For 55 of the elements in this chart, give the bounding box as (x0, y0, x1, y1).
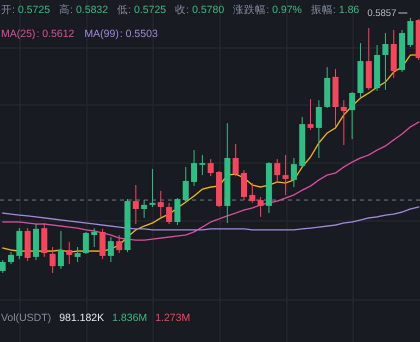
candlestick (208, 158, 214, 177)
candlestick (407, 18, 414, 48)
candlestick (282, 154, 289, 196)
candlestick (191, 150, 198, 187)
candlestick (249, 182, 256, 204)
candlestick (258, 196, 264, 218)
text: 低: (117, 4, 132, 16)
text: 0.5725 (18, 4, 50, 16)
candlestick (116, 234, 122, 254)
candlestick (100, 228, 106, 260)
annotation: 0.5857 (367, 8, 396, 19)
candlestick (382, 32, 388, 90)
text: 振幅: (310, 4, 336, 16)
candlestick (274, 158, 280, 182)
candlestick (108, 236, 114, 263)
candlestick (141, 200, 148, 218)
candlestick (0, 259, 6, 274)
text: 1.836M (112, 312, 148, 324)
candlestick (340, 100, 347, 146)
candlestick (132, 184, 139, 225)
text: Vol(USDT) (1, 312, 52, 324)
candlestick (166, 202, 172, 225)
candlestick (74, 246, 81, 263)
candlestick (308, 98, 314, 130)
candlestick (174, 198, 180, 226)
text: 0.5832 (76, 4, 108, 16)
candlestick (316, 100, 322, 158)
text: 0.5725 (134, 4, 166, 16)
candlestick (8, 252, 14, 265)
text: 1.273M (155, 312, 190, 324)
text: 开: (1, 4, 15, 16)
text: 1.86 (338, 4, 360, 16)
candlestick (240, 169, 247, 201)
candlestick (290, 157, 297, 188)
candlestick (82, 231, 89, 254)
text: 高: (59, 3, 73, 16)
candlestick (182, 166, 189, 203)
candlestick (58, 230, 64, 270)
candlestick (349, 91, 356, 140)
candlestick (149, 168, 156, 208)
text: MA(99) (84, 28, 119, 40)
text: 0.97% (272, 4, 302, 16)
text: 981.182K (59, 312, 104, 324)
annotation: : 0.5612 (36, 28, 75, 40)
text: 收: (175, 4, 190, 16)
text: 0.5780 (192, 4, 224, 16)
candlestick (50, 246, 56, 274)
annotation: : 0.5503 (120, 28, 158, 40)
candlestick (232, 143, 239, 177)
candlestick (158, 190, 164, 218)
text: MA(25) (1, 28, 36, 40)
candlestick (91, 228, 98, 248)
candlestick (66, 241, 72, 265)
candlestick (199, 154, 206, 176)
text: 涨跌幅: (233, 4, 270, 16)
